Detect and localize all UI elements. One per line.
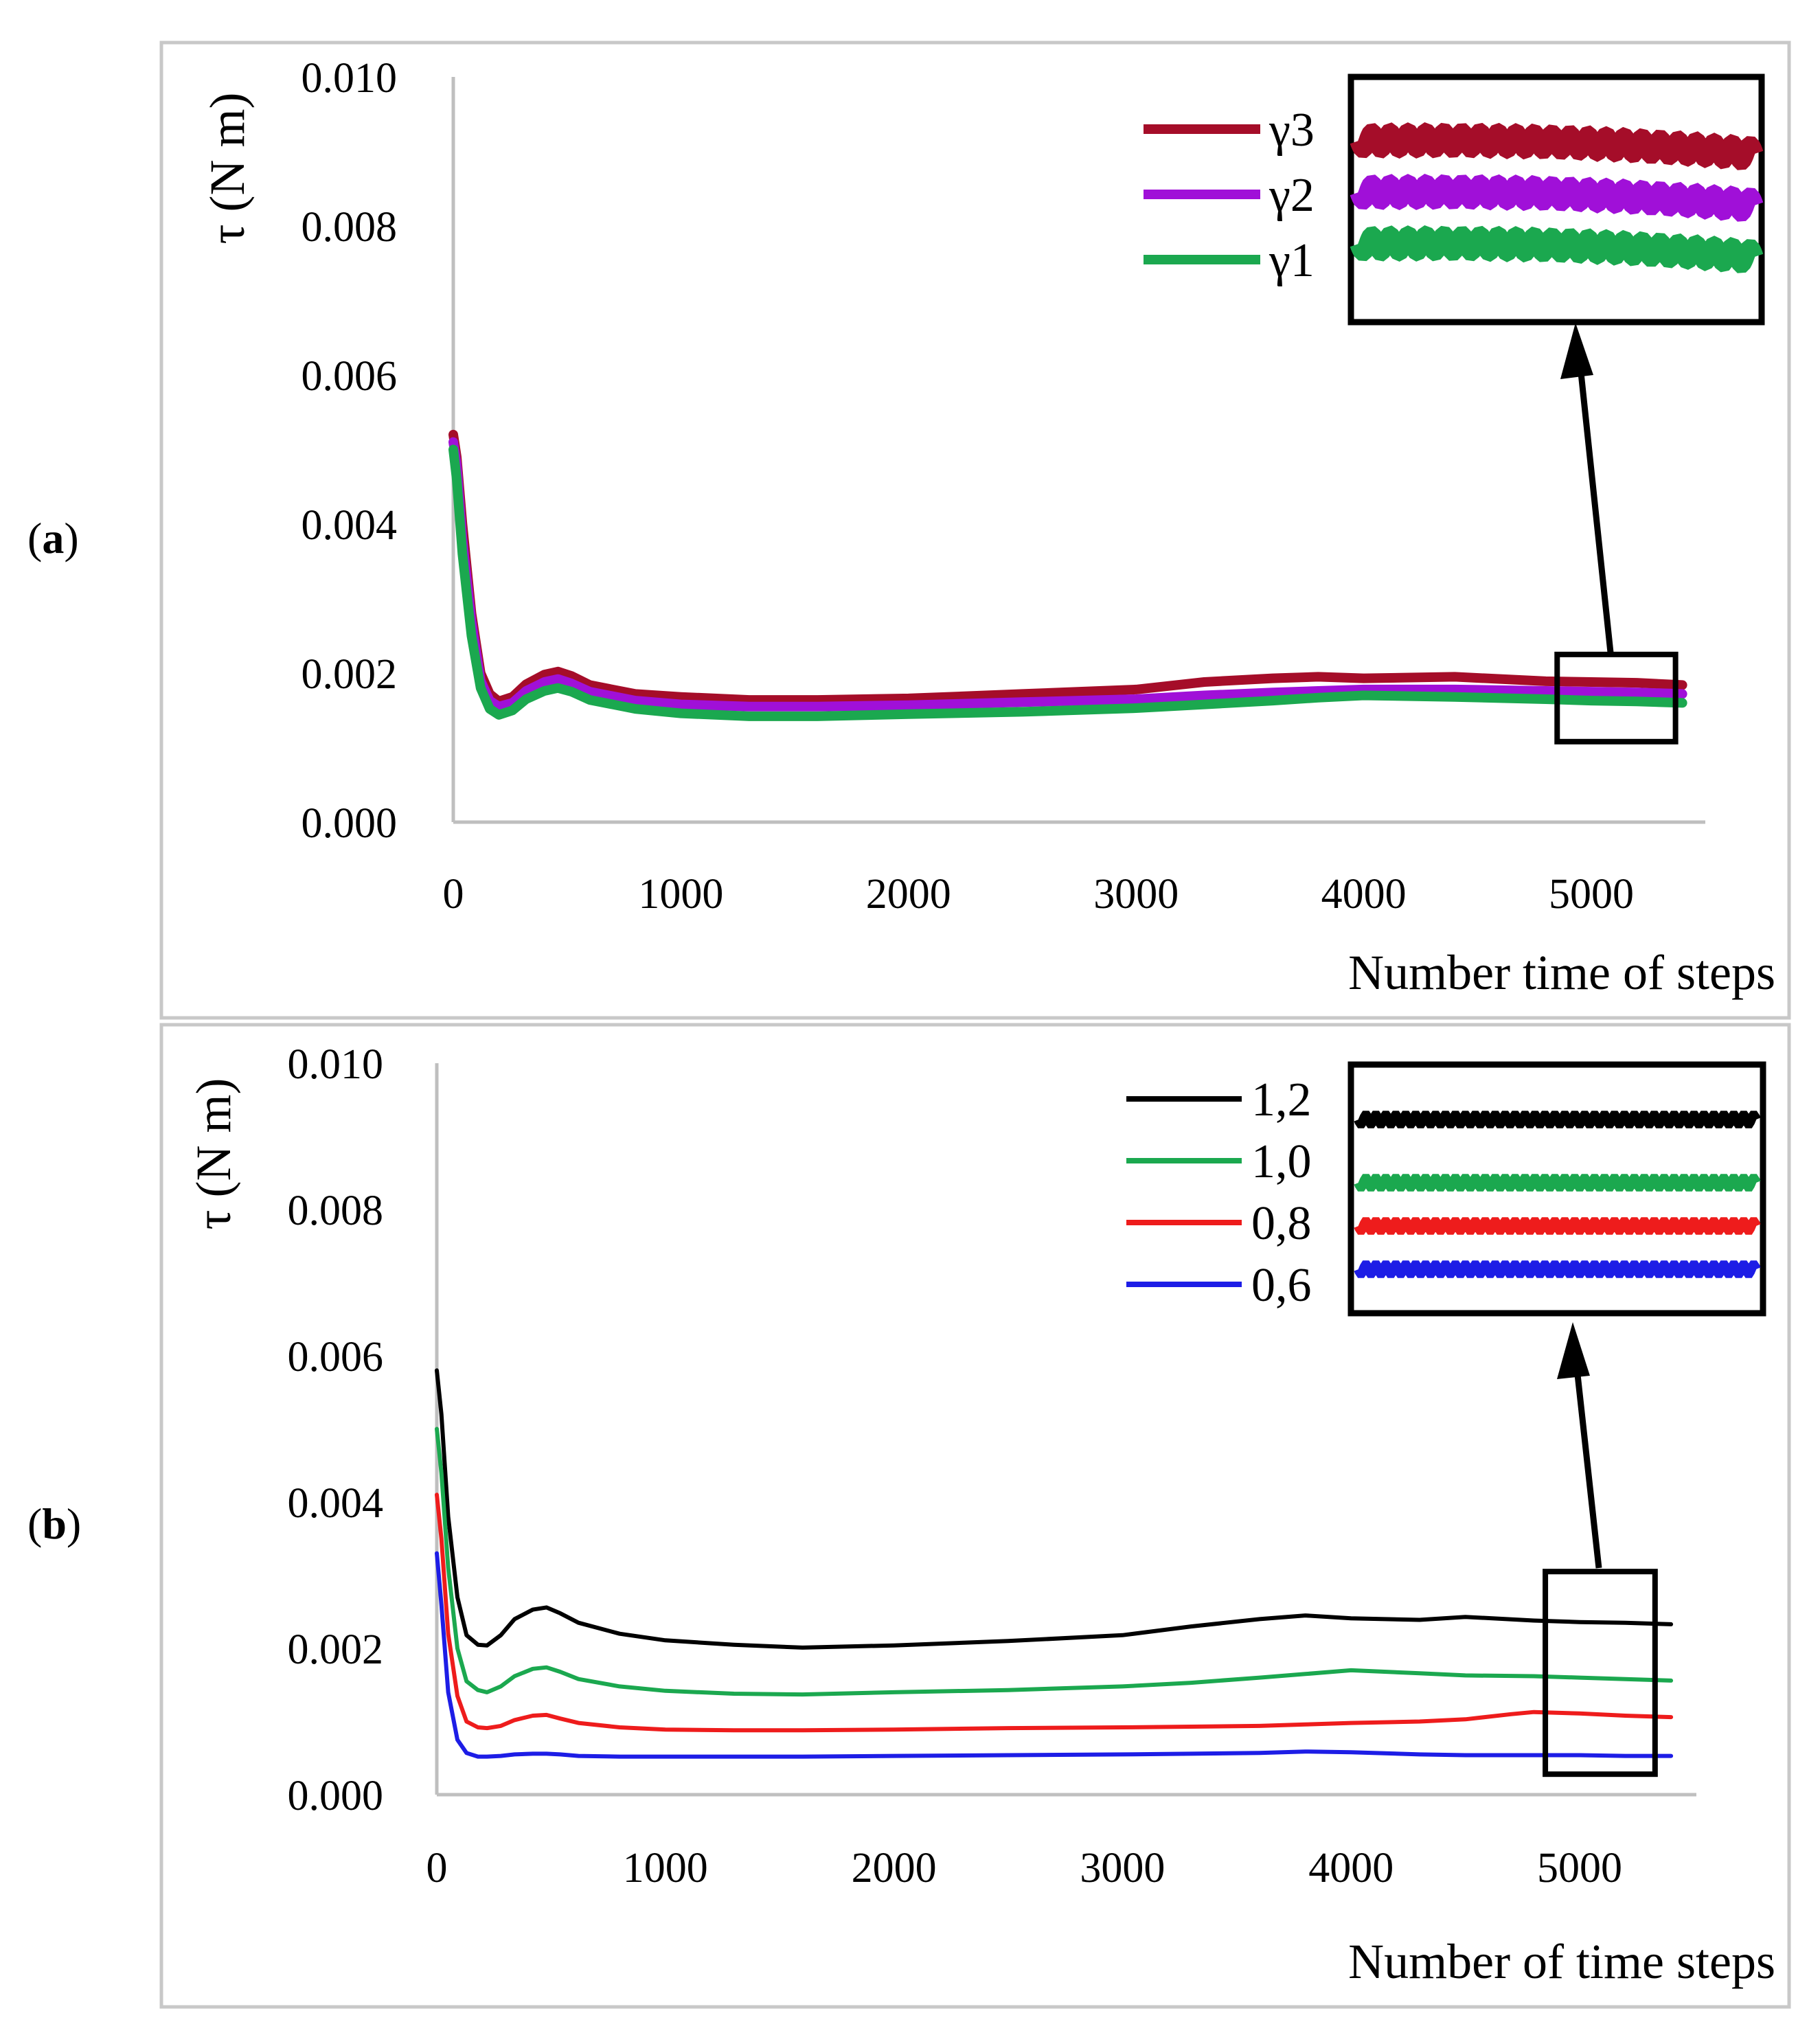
x-tick-label: 2000 — [866, 871, 951, 918]
series-line-γ2 — [448, 437, 1687, 712]
legend-a: γ3 γ2 γ1 — [1144, 104, 1315, 287]
panel-b-label: (b) — [27, 1499, 81, 1548]
inset-line-1,2 — [1354, 1111, 1761, 1128]
series-line-γ1 — [448, 444, 1687, 721]
y-tick-label: 0.010 — [302, 55, 398, 102]
plot-a: 0.000 0.002 0.004 0.006 0.008 0.010 0 1000 2000 3… — [200, 55, 1775, 1000]
plot-b: 0.000 0.002 0.004 0.006 0.008 0.010 0 1000 2000 3… — [186, 1041, 1775, 1989]
y-tick-label: 0.002 — [302, 651, 398, 698]
x-tick-label: 0 — [426, 1845, 448, 1892]
inset-lines-a — [1350, 122, 1764, 273]
series-line-1,0 — [435, 1427, 1674, 1697]
y-axis-label-b: τ (N m) — [186, 1078, 241, 1230]
y-tick-label: 0.010 — [288, 1041, 384, 1088]
inset-line-0,8 — [1354, 1217, 1761, 1235]
x-axis-label-a: Number time of steps — [1348, 945, 1775, 1000]
legend-label: 1,0 — [1251, 1135, 1312, 1188]
y-tick-label: 0.006 — [288, 1334, 384, 1381]
inset-line-γ3 — [1350, 122, 1764, 170]
x-tick-label: 0 — [443, 871, 464, 918]
y-tick-label: 0.008 — [302, 204, 398, 251]
legend-label: 0,8 — [1251, 1197, 1312, 1250]
inset-line-0,6 — [1354, 1260, 1761, 1278]
zoom-box-a — [1554, 651, 1679, 745]
legend-label: γ2 — [1269, 169, 1315, 222]
panel-a-label: (a) — [27, 514, 79, 563]
series-line-0,6 — [435, 1551, 1674, 1759]
y-tick-label: 0.004 — [288, 1480, 384, 1527]
y-tick-label: 0.004 — [302, 502, 398, 549]
series-line-1,2 — [435, 1368, 1674, 1650]
x-tick-label: 2000 — [852, 1845, 937, 1892]
zoom-box-b — [1543, 1569, 1658, 1777]
x-tick-label: 4000 — [1308, 1845, 1394, 1892]
zoom-arrowhead-a — [1560, 323, 1593, 379]
x-tick-label: 1000 — [623, 1845, 708, 1892]
inset-lines-b — [1354, 1111, 1761, 1278]
legend-label: γ3 — [1269, 104, 1315, 157]
zoom-arrow-a — [1575, 346, 1614, 653]
legend-label: γ1 — [1269, 234, 1315, 287]
legend-b: 1,2 1,0 0,8 0,6 — [1126, 1074, 1312, 1312]
panel-a-frame — [159, 41, 1791, 1020]
x-tick-label: 3000 — [1080, 1845, 1165, 1892]
x-tick-label: 1000 — [638, 871, 723, 918]
inset-line-γ2 — [1350, 174, 1764, 222]
series-line-0,8 — [435, 1492, 1674, 1733]
x-tick-label: 3000 — [1093, 871, 1179, 918]
legend-label: 1,2 — [1251, 1074, 1312, 1126]
inset-line-γ1 — [1350, 225, 1764, 273]
legend-label: 0,6 — [1251, 1259, 1312, 1312]
y-tick-label: 0.002 — [288, 1626, 384, 1673]
y-axis-label-a: τ (N m) — [200, 93, 255, 245]
zoom-arrow-b — [1571, 1349, 1602, 1569]
y-tick-label: 0.000 — [288, 1773, 384, 1819]
y-tick-label: 0.000 — [302, 800, 398, 847]
x-axis-label-b: Number of time steps — [1348, 1934, 1775, 1989]
x-tick-label: 5000 — [1549, 871, 1634, 918]
y-tick-label: 0.006 — [302, 353, 398, 400]
inset-line-1,0 — [1354, 1174, 1761, 1192]
zoom-arrowhead-b — [1557, 1322, 1590, 1379]
y-tick-label: 0.008 — [288, 1188, 384, 1234]
panel-b-frame — [159, 1023, 1791, 2009]
x-tick-label: 5000 — [1537, 1845, 1622, 1892]
series-line-γ3 — [448, 429, 1687, 707]
x-tick-label: 4000 — [1321, 871, 1407, 918]
